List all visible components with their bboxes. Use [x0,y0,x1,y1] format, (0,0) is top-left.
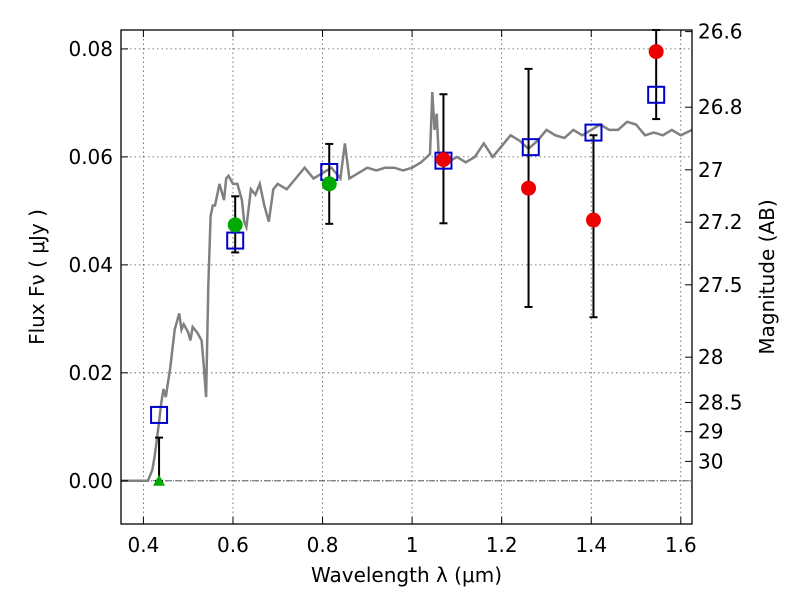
model-photometry-squares [150,85,666,424]
x-tick-label: 1 [406,533,419,557]
right-tick-label: 27.2 [698,210,743,234]
y-right-axis-label: Magnitude (AB) [755,199,779,354]
x-tick-label: 1.2 [486,533,518,557]
model-square [521,138,540,157]
model-square [647,85,666,104]
error-bars [155,29,661,482]
right-tick-label: 29 [698,420,723,444]
detection-point [521,180,537,196]
detection-point [648,44,664,60]
right-tick-label: 27 [698,158,723,182]
right-tick-label: 30 [698,449,723,473]
detection-point [585,212,601,228]
y-tick-label: 0.00 [68,469,113,493]
detection-point [227,217,243,233]
x-tick-label: 0.8 [307,533,339,557]
right-tick-label: 26.6 [698,20,743,44]
detection-points [153,44,664,486]
x-tick-label: 1.6 [665,533,697,557]
right-tick-label: 27.5 [698,273,743,297]
model-square [226,231,245,250]
upper-limit-triangle [153,474,166,486]
sed-model-line [121,92,693,483]
detection-point [321,176,337,192]
model-square [584,123,603,142]
tick-labels: 0.4 0.6 0.8 1 1.2 1.4 1.6 0.00 0.02 0.04 0.06 0.08 2… [68,20,742,557]
right-tick-label: 28 [698,345,723,369]
detection-point [435,152,451,168]
x-axis-label: Wavelength λ (μm) [311,563,502,587]
grid-layer [121,30,692,524]
x-tick-label: 0.4 [127,533,159,557]
tick-marks [121,30,692,524]
plot-frame [120,29,693,525]
y-tick-label: 0.06 [68,145,113,169]
y-axis-label: Flux Fν ( μJy ) [25,209,49,345]
right-tick-label: 28.5 [698,391,743,415]
model-square [150,405,169,424]
y-tick-label: 0.08 [68,37,113,61]
x-tick-label: 0.6 [217,533,249,557]
right-tick-label: 26.8 [698,95,743,119]
y-tick-label: 0.04 [68,253,113,277]
x-tick-label: 1.4 [575,533,607,557]
y-tick-label: 0.02 [68,361,113,385]
